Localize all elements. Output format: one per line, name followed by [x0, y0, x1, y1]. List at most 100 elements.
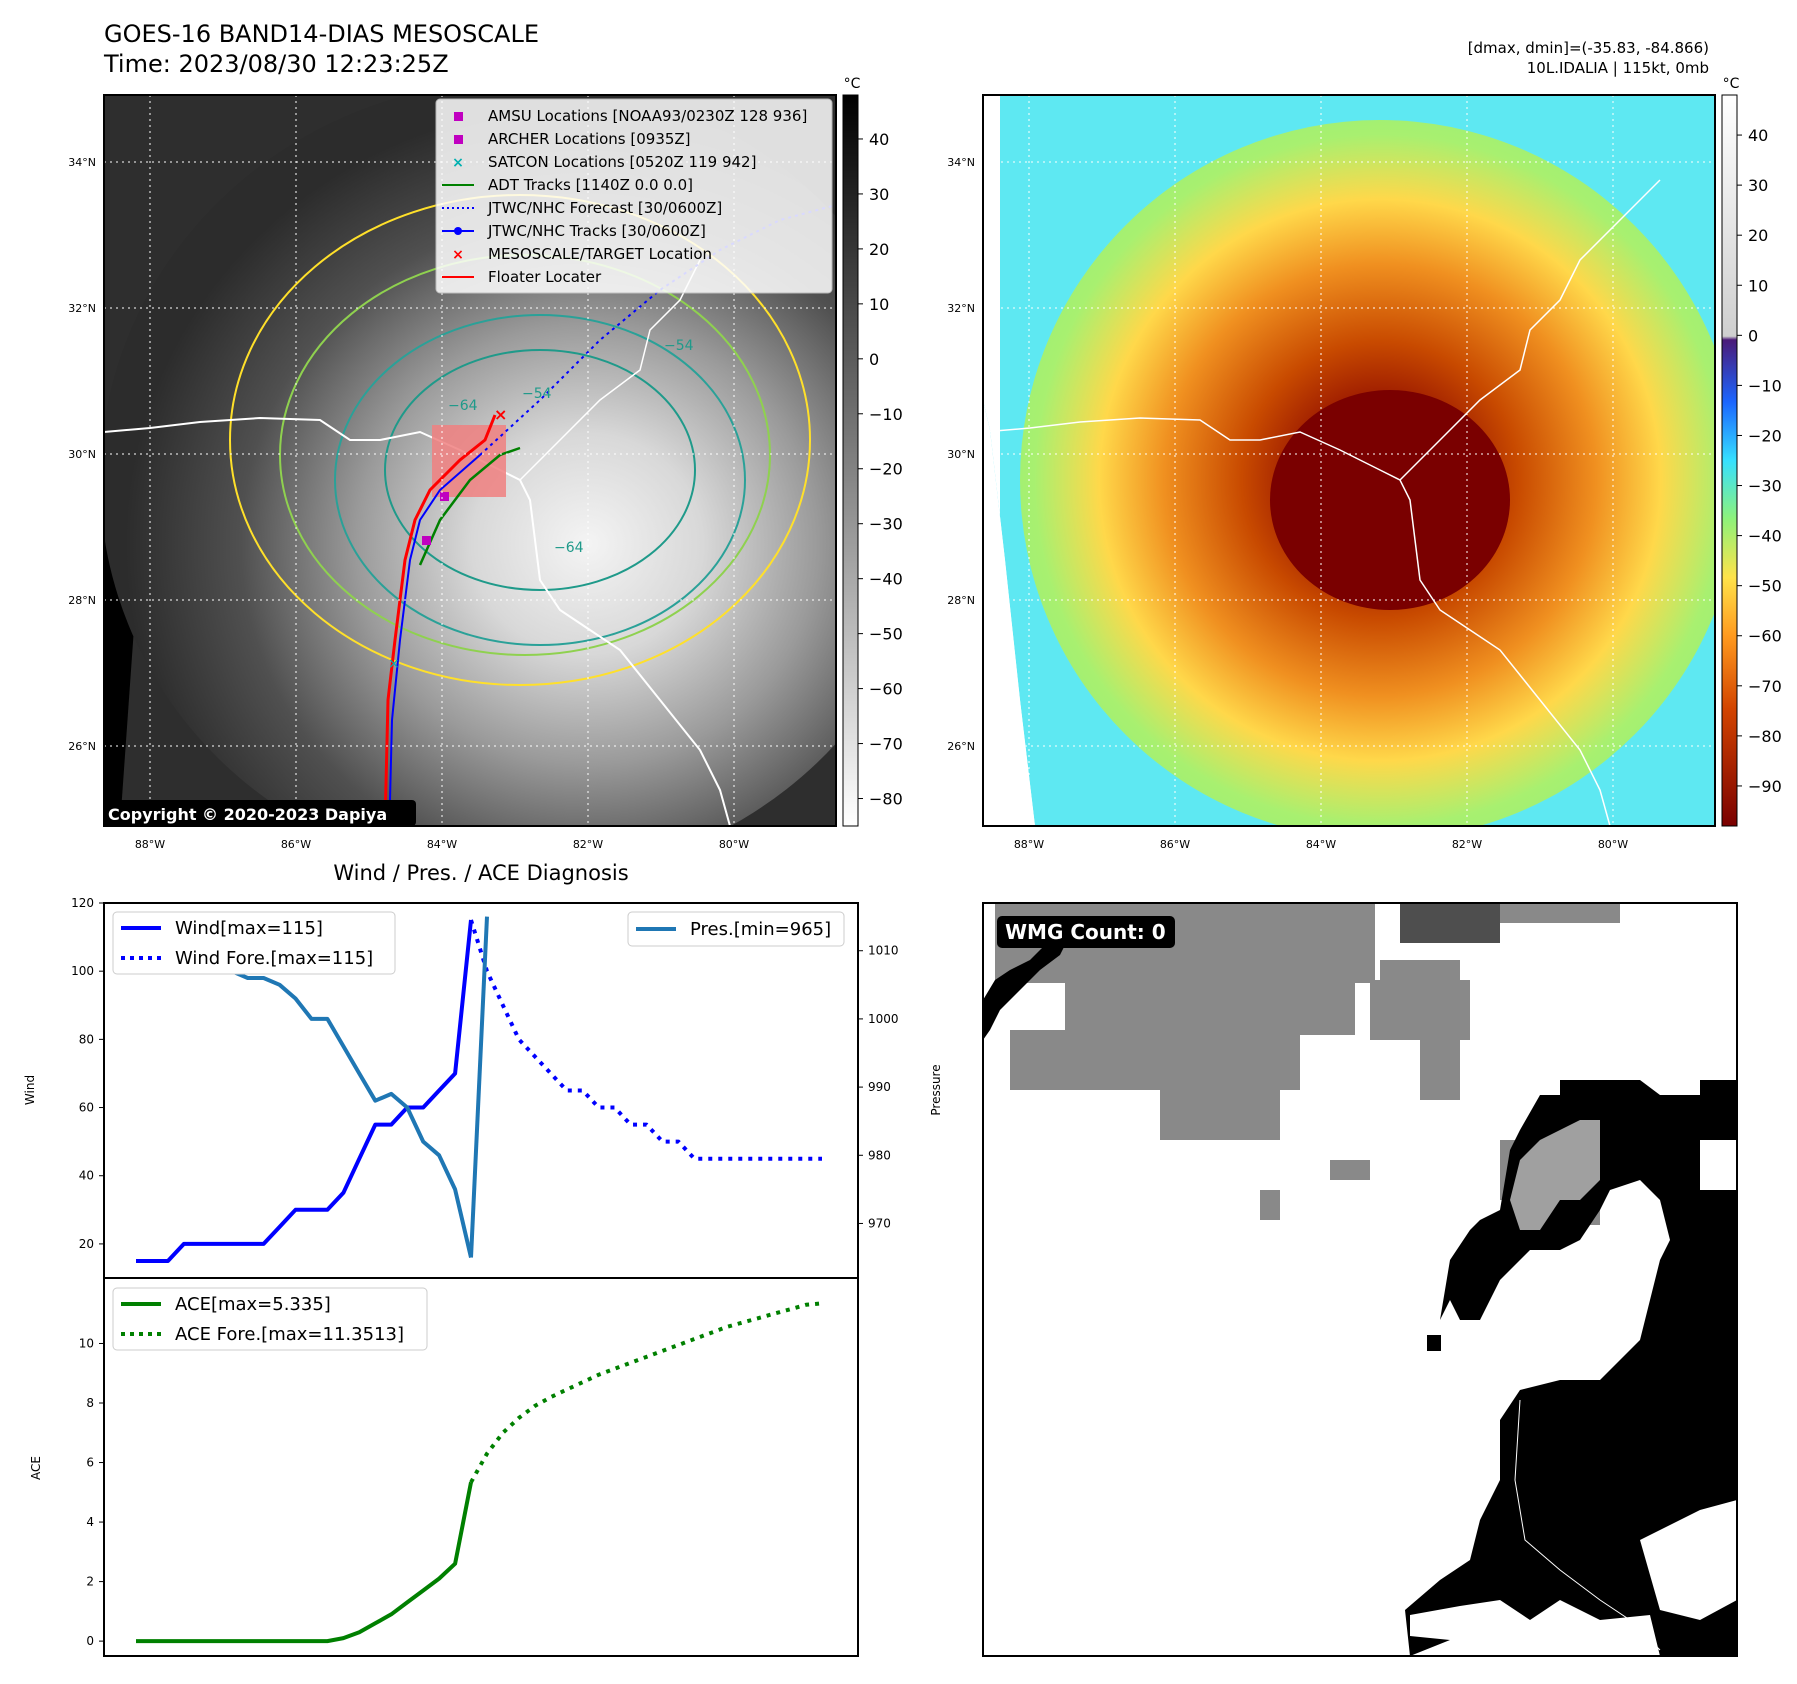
colorbar-tick-label: 10 [1748, 276, 1768, 295]
legend-marker [454, 135, 463, 144]
wmg-count-label: WMG Count: 0 [1005, 920, 1166, 944]
colorbar-tick-label: −50 [1748, 577, 1782, 596]
ace-series-line [136, 1481, 473, 1644]
wind-legend-box [112, 911, 396, 975]
wmg-dark-region [1400, 903, 1500, 943]
target-location-marker: × [494, 405, 507, 424]
ace-legend: ACE[max=5.335] ACE Fore.[max=11.3513] [112, 1287, 428, 1351]
floater-track-line [383, 414, 497, 826]
colorbar-tick-label: 10 [869, 295, 889, 314]
legend-label: ACE Fore.[max=11.3513] [175, 1324, 404, 1345]
legend-marker: × [452, 247, 464, 263]
lat-label: 34°N [68, 156, 96, 169]
right-map-storm-core [1270, 390, 1510, 610]
wind-series-line [136, 919, 473, 1263]
colorbar-tick-label: −10 [869, 405, 903, 424]
colorbar-tick-label: 0 [869, 350, 879, 369]
lon-label: 88°W [1014, 838, 1044, 851]
lat-label: 32°N [68, 302, 96, 315]
legend-marker: × [452, 155, 464, 171]
colorbar-tick-label: 20 [1748, 226, 1768, 245]
legend-label: JTWC/NHC Forecast [30/0600Z] [487, 199, 722, 217]
legend-label: Wind[max=115] [175, 918, 323, 939]
satcon-location-marker: × [388, 656, 400, 672]
right-map-panel: 34°N 32°N 30°N 28°N 26°N 88°W 86°W 84°W … [947, 76, 1782, 851]
lon-label: 82°W [1452, 838, 1482, 851]
colorbar-tick-label: −80 [869, 790, 903, 809]
adt-track-line [418, 446, 521, 566]
contour-label: −54 [522, 386, 552, 402]
axis-tick-label: 80 [79, 1032, 94, 1046]
contour-label: −64 [448, 398, 478, 414]
axis-tick-label: 20 [79, 1237, 94, 1251]
left-map-legend: AMSU Locations [NOAA93/0230Z 128 936] ARC… [435, 98, 833, 294]
colorbar-tick-label: −30 [869, 515, 903, 534]
axis-tick-label: 6 [86, 1456, 94, 1470]
lat-label: 26°N [947, 740, 975, 753]
legend-label: Floater Locater [488, 268, 602, 286]
ace-legend-box [112, 1287, 428, 1351]
wmg-coastline [1514, 1399, 1661, 1651]
wmg-light-region [1510, 1120, 1600, 1230]
wmg-black-regions [983, 930, 1737, 1656]
right-map-frame [982, 94, 1716, 827]
colorbar-tick-label: 30 [1748, 176, 1768, 195]
right-map-nodata-edge [983, 95, 1035, 826]
colorbar-tick-label: −80 [1748, 727, 1782, 746]
lon-label: 80°W [719, 838, 749, 851]
lon-label: 86°W [281, 838, 311, 851]
colorbar-tick-label: −50 [869, 625, 903, 644]
colorbar-tick-label: 30 [869, 185, 889, 204]
left-map-coastline-atlantic [519, 259, 701, 481]
axis-tick-label: 1010 [868, 944, 899, 958]
amsu-location-marker [440, 492, 449, 501]
legend-label: ACE[max=5.335] [175, 1294, 331, 1315]
archer-location-marker [422, 536, 431, 545]
copyright-badge [104, 800, 416, 826]
stats-dmax-dmin: [dmax, dmin]=(-35.83, -84.866) [1467, 39, 1709, 57]
left-map-panel: × × −54 −64 −54 −64 AMSU Locatio [68, 76, 903, 851]
lon-label: 80°W [1598, 838, 1628, 851]
right-colorbar-unit: °C [1723, 76, 1740, 92]
colorbar-tick-label: −20 [869, 460, 903, 479]
pressure-axis-label: Pressure [929, 1064, 943, 1115]
lon-label: 84°W [427, 838, 457, 851]
left-colorbar [842, 94, 859, 827]
legend-label: ADT Tracks [1140Z 0.0 0.0] [488, 176, 693, 194]
right-map-coastline-atlantic [1399, 179, 1661, 481]
wmg-count-badge [997, 916, 1175, 948]
right-map-gridlines [983, 95, 1715, 826]
lon-label: 84°W [1306, 838, 1336, 851]
axis-tick-label: 2 [86, 1575, 94, 1589]
axis-tick-label: 4 [86, 1515, 94, 1529]
axis-tick-label: 0 [86, 1634, 94, 1648]
left-colorbar-unit: °C [844, 76, 861, 92]
colorbar-tick-label: 0 [1748, 326, 1758, 345]
contour-label: −54 [664, 338, 694, 354]
lon-label: 88°W [135, 838, 165, 851]
axis-tick-label: 8 [86, 1396, 94, 1410]
axis-tick-label: 100 [71, 964, 94, 978]
legend-label: ARCHER Locations [0935Z] [488, 130, 691, 148]
colorbar-tick-label: 20 [869, 240, 889, 259]
stats-storm: 10L.IDALIA | 115kt, 0mb [1526, 59, 1709, 77]
figure-time: Time: 2023/08/30 12:23:25Z [104, 50, 449, 78]
ace-panel: ACE 0 2 4 6 8 10 ACE[max=5.335] ACE Fore.[max… [29, 1277, 859, 1657]
lat-label: 32°N [947, 302, 975, 315]
diagnosis-title: Wind / Pres. / ACE Diagnosis [333, 861, 628, 885]
left-map-frame [103, 94, 837, 827]
legend-marker [454, 112, 463, 121]
legend-label: Wind Fore.[max=115] [175, 948, 373, 969]
colorbar-tick-label: −90 [1748, 777, 1782, 796]
wmg-white-holes [1640, 1140, 1737, 1620]
figure-title: GOES-16 BAND14-DIAS MESOSCALE [104, 20, 540, 48]
legend-label: AMSU Locations [NOAA93/0230Z 128 936] [488, 107, 807, 125]
lat-label: 30°N [947, 448, 975, 461]
colorbar-tick-label: −40 [1748, 527, 1782, 546]
legend-box [435, 98, 833, 294]
colorbar-tick-label: −60 [1748, 627, 1782, 646]
lat-label: 28°N [947, 594, 975, 607]
lat-label: 26°N [68, 740, 96, 753]
colorbar-tick-label: −10 [1748, 376, 1782, 395]
